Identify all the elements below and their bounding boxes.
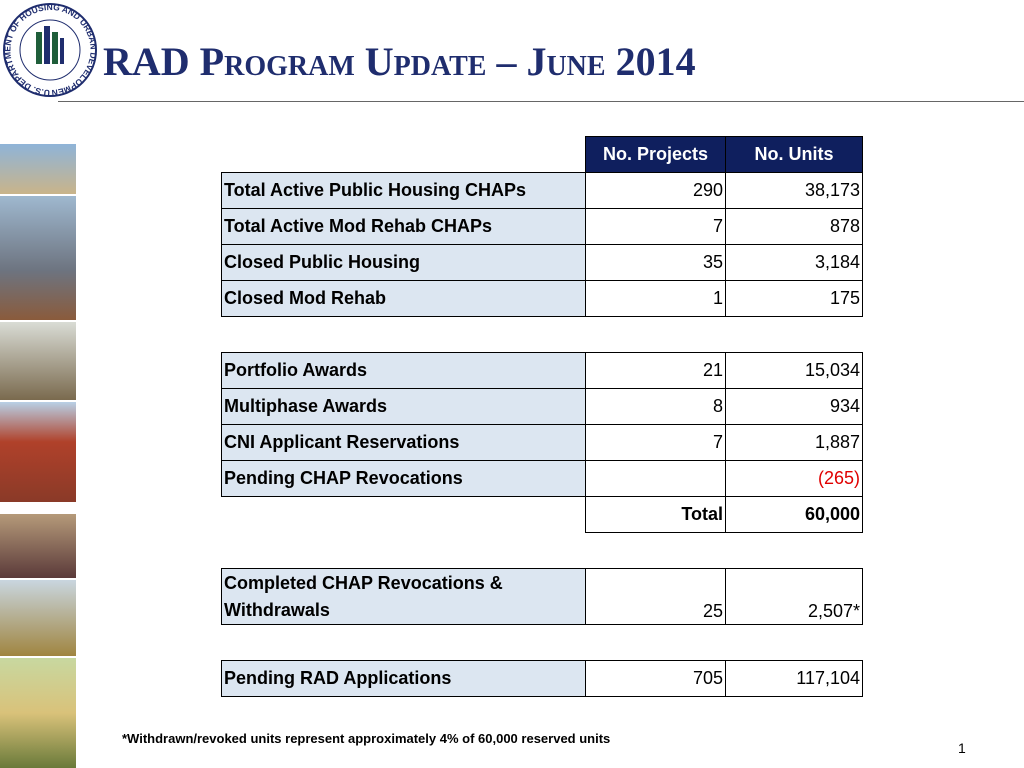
projects-cell: 7	[585, 208, 726, 245]
column-header: No. Projects	[585, 136, 726, 173]
units-cell: 3,184	[725, 244, 863, 281]
projects-cell: 290	[585, 172, 726, 209]
projects-cell: 7	[585, 424, 726, 461]
row-label: Closed Public Housing	[221, 244, 586, 281]
projects-cell: 8	[585, 388, 726, 425]
title: RAD Program Update – June 2014	[103, 39, 696, 84]
units-cell: 2,507*	[725, 568, 863, 625]
divider	[58, 101, 1024, 102]
units-cell: 934	[725, 388, 863, 425]
row-label: CNI Applicant Reservations	[221, 424, 586, 461]
row-label: Pending CHAP Revocations	[221, 460, 586, 497]
units-cell: 15,034	[725, 352, 863, 389]
row-label: Total Active Public Housing CHAPs	[221, 172, 586, 209]
units-cell: 38,173	[725, 172, 863, 209]
column-header: No. Units	[725, 136, 863, 173]
row-label: Portfolio Awards	[221, 352, 586, 389]
units-cell: 117,104	[725, 660, 863, 697]
projects-cell: 705	[585, 660, 726, 697]
projects-cell: 35	[585, 244, 726, 281]
row-label: Pending RAD Applications	[221, 660, 586, 697]
logo: U.S. DEPARTMENT OF HOUSING AND URBAN DEV…	[2, 2, 98, 98]
page-number: 1	[958, 740, 966, 756]
projects-cell: 1	[585, 280, 726, 317]
units-cell: 175	[725, 280, 863, 317]
row-label: Closed Mod Rehab	[221, 280, 586, 317]
row-label: Multiphase Awards	[221, 388, 586, 425]
units-cell: (265)	[725, 460, 863, 497]
row-label: Total Active Mod Rehab CHAPs	[221, 208, 586, 245]
units-cell: 878	[725, 208, 863, 245]
projects-cell: 21	[585, 352, 726, 389]
footnote: *Withdrawn/revoked units represent appro…	[122, 731, 611, 746]
units-cell: 1,887	[725, 424, 863, 461]
projects-cell: 25	[585, 568, 726, 625]
projects-cell	[585, 460, 726, 497]
total-label: Total	[585, 496, 726, 533]
row-label: Completed CHAP Revocations & Withdrawals	[221, 568, 586, 625]
total-units: 60,000	[725, 496, 863, 533]
